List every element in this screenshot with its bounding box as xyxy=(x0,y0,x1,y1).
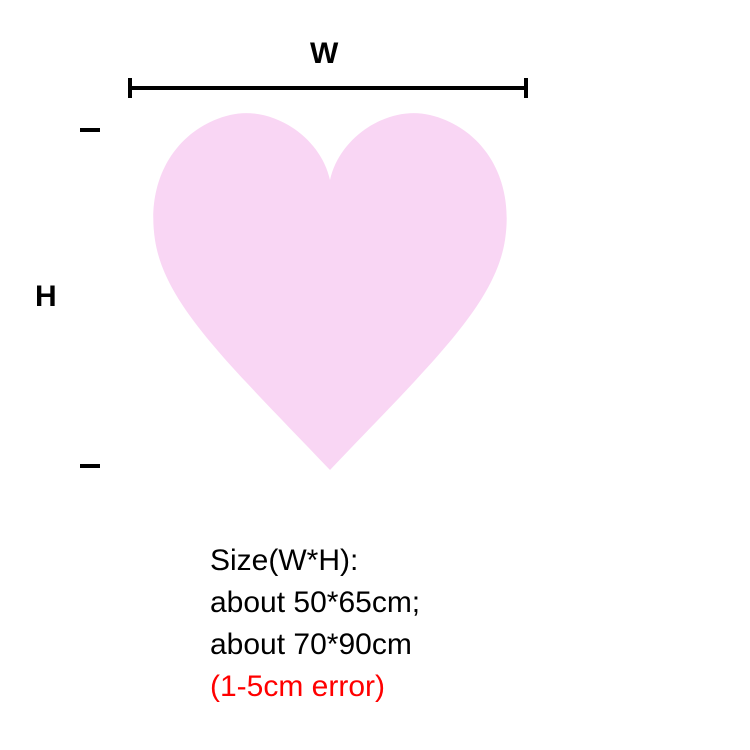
width-dimension-bracket xyxy=(128,78,528,98)
error-note-text: (1-5cm error) xyxy=(210,666,420,708)
size-description: Size(W*H): about 50*65cm; about 70*90cm … xyxy=(210,540,420,708)
size-diagram: W H Size(W*H): about 50*65cm; about 70*9… xyxy=(0,0,750,750)
height-dimension-bracket xyxy=(80,128,100,468)
height-dimension-label: H xyxy=(35,280,57,314)
width-dimension-label: W xyxy=(310,37,338,71)
size-header-text: Size(W*H): xyxy=(210,540,420,582)
size-line-1: about 50*65cm; xyxy=(210,582,420,624)
heart-icon xyxy=(140,105,520,475)
size-line-2: about 70*90cm xyxy=(210,624,420,666)
